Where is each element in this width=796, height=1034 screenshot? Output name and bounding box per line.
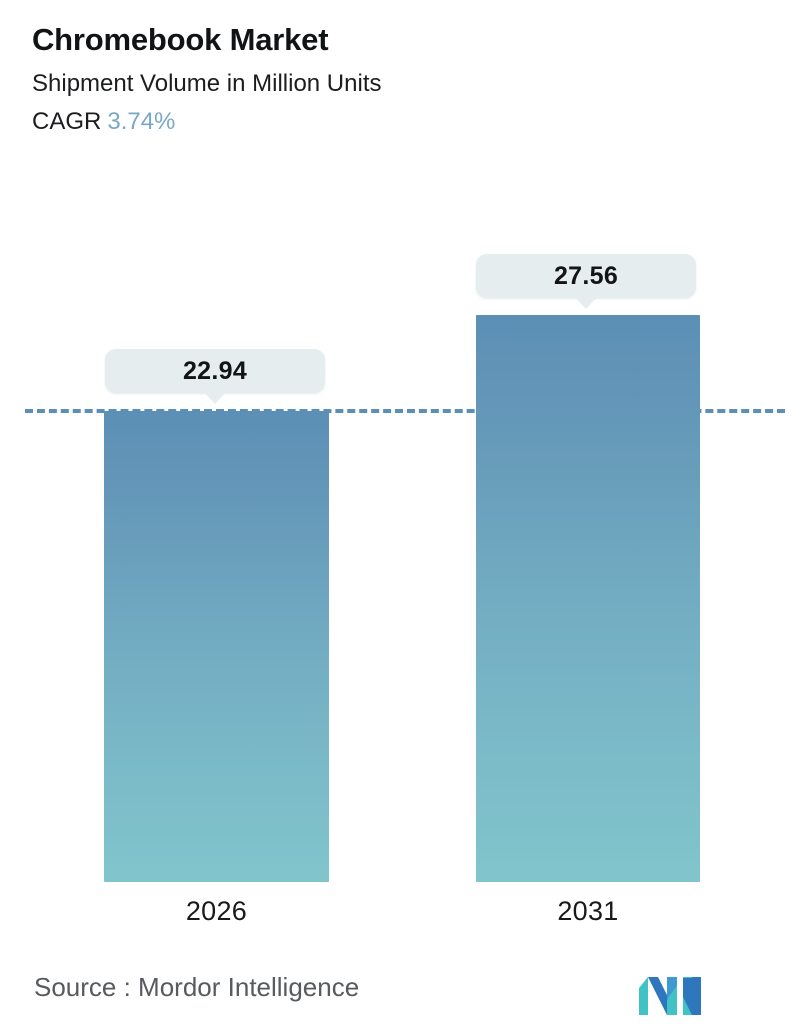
value-label-2026: 22.94 xyxy=(105,349,325,404)
bar-2026[interactable] xyxy=(104,411,329,882)
cagr-row: CAGR 3.74% xyxy=(32,107,752,137)
chart-footer: Source : Mordor Intelligence xyxy=(0,966,796,1034)
cagr-label: CAGR xyxy=(32,107,102,135)
cagr-value: 3.74% xyxy=(107,107,176,135)
value-label-2026-text: 22.94 xyxy=(182,356,248,385)
mordor-intelligence-logo-icon xyxy=(639,977,701,1015)
value-label-2031: 27.56 xyxy=(476,254,696,309)
source-attribution: Source : Mordor Intelligence xyxy=(34,972,360,1002)
x-axis-label-2031: 2031 xyxy=(557,896,619,926)
chart-header: Chromebook Market Shipment Volume in Mil… xyxy=(32,22,752,137)
tooltip-pointer-icon xyxy=(204,392,226,404)
bar-2031[interactable] xyxy=(476,315,700,882)
x-axis-label-2026: 2026 xyxy=(185,896,248,926)
chart-subtitle: Shipment Volume in Million Units xyxy=(32,69,382,97)
value-label-2031-text: 27.56 xyxy=(553,261,619,290)
cagr-reference-line xyxy=(25,409,785,413)
page-title: Chromebook Market xyxy=(32,22,329,57)
tooltip-pointer-icon xyxy=(575,297,597,309)
